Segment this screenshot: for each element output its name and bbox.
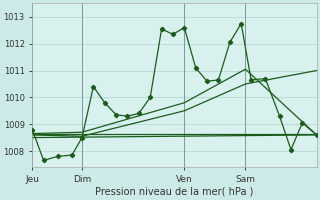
X-axis label: Pression niveau de la mer( hPa ): Pression niveau de la mer( hPa ) (95, 187, 253, 197)
